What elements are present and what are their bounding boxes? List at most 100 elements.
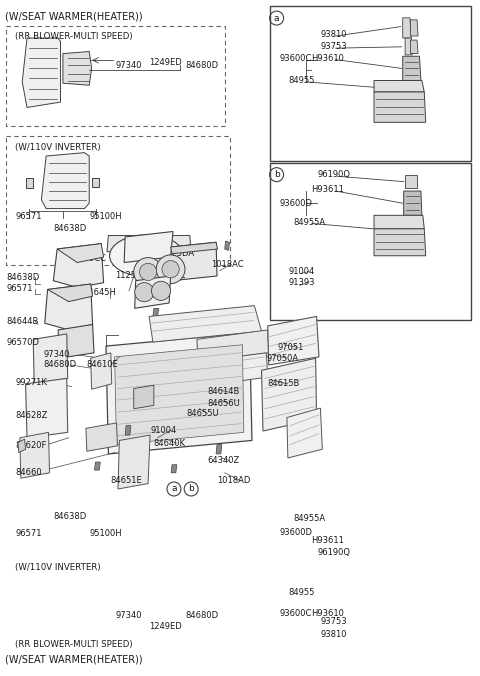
Polygon shape [118, 435, 150, 489]
Text: 84638D: 84638D [6, 273, 40, 282]
Polygon shape [153, 308, 158, 316]
Text: 97340: 97340 [116, 61, 142, 70]
Polygon shape [115, 345, 244, 445]
Text: 84651E: 84651E [111, 477, 143, 485]
Text: 84610E: 84610E [86, 360, 118, 370]
Circle shape [156, 255, 185, 284]
Text: b: b [274, 170, 279, 179]
Circle shape [140, 264, 157, 281]
Polygon shape [124, 231, 173, 262]
Text: 93753: 93753 [321, 43, 347, 51]
Polygon shape [216, 445, 222, 454]
Polygon shape [33, 334, 68, 384]
Text: 96190Q: 96190Q [318, 548, 350, 557]
Polygon shape [63, 51, 92, 85]
Polygon shape [403, 56, 421, 80]
Text: 1125DA: 1125DA [161, 249, 194, 258]
Polygon shape [374, 216, 424, 228]
Text: a: a [274, 14, 279, 22]
Text: 84955A: 84955A [294, 514, 326, 523]
Text: (W/110V INVERTER): (W/110V INVERTER) [15, 562, 101, 572]
Bar [270, 162, 471, 320]
Polygon shape [374, 80, 424, 92]
Polygon shape [197, 330, 269, 362]
Polygon shape [18, 439, 25, 453]
Text: 96570D: 96570D [6, 337, 39, 347]
Text: 84660: 84660 [15, 468, 42, 477]
Polygon shape [57, 243, 104, 262]
Polygon shape [170, 242, 217, 281]
Text: 1249ED: 1249ED [149, 59, 182, 68]
Polygon shape [268, 316, 319, 365]
Polygon shape [58, 324, 94, 358]
Polygon shape [403, 18, 411, 38]
Text: 84638D: 84638D [53, 224, 86, 233]
Bar [6, 26, 225, 126]
Polygon shape [20, 433, 49, 478]
Circle shape [134, 258, 162, 287]
Polygon shape [45, 284, 93, 330]
Polygon shape [171, 464, 177, 473]
Text: 84955: 84955 [289, 76, 315, 85]
Text: 84620F: 84620F [15, 441, 47, 450]
Text: 91004: 91004 [289, 267, 315, 276]
Text: H93611: H93611 [311, 185, 344, 194]
Text: 97340: 97340 [116, 611, 142, 620]
Circle shape [162, 261, 179, 278]
Polygon shape [41, 153, 89, 209]
Polygon shape [262, 358, 317, 431]
Circle shape [135, 283, 154, 301]
Text: 97051: 97051 [277, 343, 304, 352]
Polygon shape [125, 426, 131, 435]
Text: H93610: H93610 [311, 608, 344, 617]
Text: 84644B: 84644B [6, 316, 39, 326]
Polygon shape [25, 379, 68, 438]
Text: 96571: 96571 [15, 212, 42, 221]
Text: 93810: 93810 [321, 630, 347, 639]
Text: 1018AD: 1018AD [217, 477, 251, 485]
Text: 84670Z: 84670Z [154, 271, 186, 280]
Polygon shape [287, 408, 323, 458]
Text: (RR BLOWER-MULTI SPEED): (RR BLOWER-MULTI SPEED) [15, 639, 132, 648]
Text: 97050A: 97050A [266, 354, 299, 363]
Text: b: b [188, 485, 194, 493]
Polygon shape [225, 241, 229, 250]
Polygon shape [95, 462, 100, 470]
Text: 93600C: 93600C [279, 54, 312, 63]
Text: 1125GB: 1125GB [115, 272, 148, 281]
Text: 1249ED: 1249ED [149, 622, 182, 631]
Text: 84955A: 84955A [294, 218, 326, 226]
Text: 96571: 96571 [15, 529, 42, 538]
Text: 96571: 96571 [6, 285, 33, 293]
Text: 97340: 97340 [44, 349, 70, 359]
Text: (W/110V INVERTER): (W/110V INVERTER) [15, 143, 101, 151]
Text: 99271K: 99271K [15, 378, 47, 387]
Text: 84955: 84955 [289, 588, 315, 598]
Text: a: a [171, 485, 177, 493]
Text: H93610: H93610 [311, 54, 344, 63]
Text: 93810: 93810 [321, 30, 347, 39]
Polygon shape [198, 353, 268, 387]
Bar [6, 136, 230, 265]
Text: 84615B: 84615B [268, 379, 300, 388]
Polygon shape [86, 423, 118, 452]
Text: 93600D: 93600D [279, 528, 312, 537]
Text: 64340Z: 64340Z [207, 456, 240, 465]
Text: 93753: 93753 [321, 617, 347, 626]
Text: (W/SEAT WARMER(HEATER)): (W/SEAT WARMER(HEATER)) [5, 654, 143, 665]
Text: 1018AC: 1018AC [211, 260, 244, 269]
Polygon shape [26, 178, 33, 189]
Ellipse shape [109, 235, 184, 276]
Text: 84640K: 84640K [154, 439, 186, 448]
Text: 84680D: 84680D [44, 360, 77, 370]
Polygon shape [135, 276, 170, 308]
Polygon shape [92, 178, 99, 187]
Polygon shape [410, 20, 418, 36]
Polygon shape [53, 243, 104, 287]
Polygon shape [106, 333, 252, 454]
Polygon shape [107, 235, 191, 251]
Text: 95100H: 95100H [89, 529, 122, 538]
Polygon shape [374, 92, 426, 122]
Text: H93611: H93611 [311, 535, 344, 545]
Text: 84680D: 84680D [185, 611, 218, 620]
